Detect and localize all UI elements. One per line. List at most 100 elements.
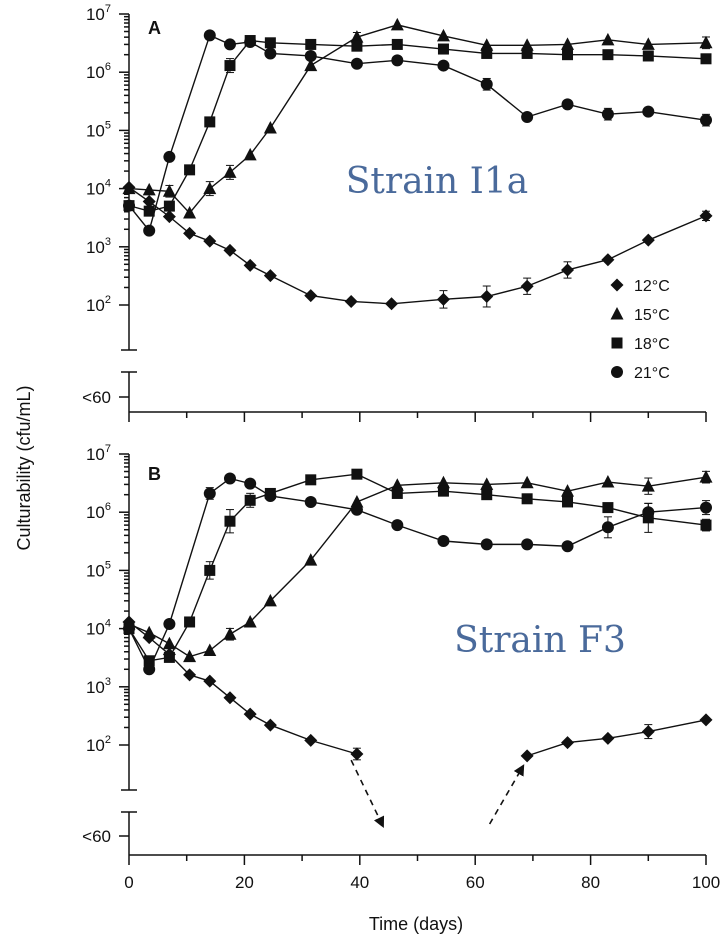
data-point-diamond bbox=[162, 210, 176, 224]
data-point-square bbox=[143, 655, 155, 667]
y-tick-label: 104 bbox=[86, 618, 111, 639]
data-point-diamond bbox=[385, 297, 399, 311]
data-point-circle bbox=[304, 495, 317, 508]
data-point-diamond bbox=[350, 747, 364, 761]
data-point-triangle bbox=[436, 28, 450, 42]
data-point-triangle bbox=[561, 484, 575, 497]
data-point-square bbox=[391, 487, 403, 499]
data-point-circle bbox=[437, 535, 450, 548]
data-point-square bbox=[264, 37, 276, 49]
data-point-diamond bbox=[243, 258, 257, 272]
x-tick-label: 80 bbox=[581, 873, 600, 892]
y-tick-label: 107 bbox=[86, 443, 111, 464]
legend-entry: 15°C bbox=[634, 307, 670, 324]
data-point-triangle bbox=[183, 649, 197, 663]
data-point-triangle bbox=[641, 479, 655, 492]
panel-b: 107 106 105 104 103 102 <60 0 20 40 60 80 100 B Strain… bbox=[82, 443, 720, 892]
data-point-diamond bbox=[304, 289, 318, 303]
data-point-circle bbox=[480, 78, 493, 91]
data-point-circle bbox=[223, 38, 236, 51]
legend-marker-diamond bbox=[610, 278, 624, 292]
x-tick-label: 40 bbox=[350, 873, 369, 892]
data-point-triangle bbox=[520, 475, 534, 489]
data-point-circle bbox=[437, 59, 450, 72]
y-tick-label: 103 bbox=[86, 676, 111, 697]
y-tick-label: 102 bbox=[86, 734, 111, 755]
data-point-diamond bbox=[699, 713, 713, 727]
panel-a: 107 106 105 104 103 102 <60 A Strain I1a bbox=[82, 3, 713, 422]
y-tick-label: 105 bbox=[86, 559, 111, 580]
data-point-circle bbox=[223, 472, 236, 485]
data-point-square bbox=[305, 38, 317, 50]
data-point-triangle bbox=[203, 643, 217, 657]
data-point-triangle bbox=[390, 478, 404, 491]
data-point-square bbox=[437, 43, 449, 55]
data-point-square bbox=[224, 515, 236, 527]
data-point-triangle bbox=[601, 32, 615, 46]
data-point-circle bbox=[700, 114, 712, 127]
data-point-diamond bbox=[480, 289, 494, 303]
x-tick-label: 0 bbox=[124, 873, 133, 892]
data-point-triangle bbox=[263, 120, 277, 134]
data-point-triangle bbox=[304, 553, 318, 566]
series-line bbox=[128, 24, 707, 215]
data-point-triangle bbox=[203, 181, 217, 195]
legend: 12°C 15°C 18°C 21°C bbox=[610, 278, 670, 382]
series-diamond bbox=[122, 615, 713, 763]
data-point-circle bbox=[480, 538, 493, 551]
data-point-triangle bbox=[480, 38, 494, 51]
data-point-diamond bbox=[520, 749, 534, 763]
data-point-triangle bbox=[350, 30, 364, 43]
series-circle bbox=[123, 29, 712, 237]
data-point-circle bbox=[264, 47, 277, 60]
data-point-circle bbox=[163, 150, 176, 163]
data-point-circle bbox=[391, 54, 404, 67]
legend-marker-square bbox=[611, 337, 623, 349]
y-tick-label: 102 bbox=[86, 294, 111, 315]
data-point-triangle bbox=[223, 165, 237, 178]
data-point-circle bbox=[203, 29, 216, 42]
data-point-triangle bbox=[162, 636, 176, 650]
data-point-square bbox=[700, 53, 712, 65]
data-point-diamond bbox=[263, 269, 277, 283]
data-point-square bbox=[351, 468, 363, 480]
dashed-arrow-down bbox=[350, 759, 385, 829]
data-point-square bbox=[184, 164, 196, 176]
y-tick-label: 107 bbox=[86, 3, 111, 24]
y-tick-label-below: <60 bbox=[82, 827, 111, 846]
data-point-diamond bbox=[601, 731, 615, 745]
data-point-square bbox=[642, 50, 654, 62]
data-point-diamond bbox=[436, 292, 450, 306]
data-point-square bbox=[143, 205, 155, 217]
data-point-diamond bbox=[142, 195, 156, 209]
y-tick-label: 104 bbox=[86, 178, 111, 199]
data-point-square bbox=[481, 489, 493, 501]
data-point-triangle bbox=[142, 625, 156, 639]
data-point-triangle bbox=[480, 477, 494, 490]
data-point-square bbox=[521, 493, 533, 505]
data-point-circle bbox=[123, 199, 135, 212]
data-point-square bbox=[562, 49, 574, 61]
data-point-circle bbox=[642, 506, 655, 519]
y-tick-label: 106 bbox=[86, 501, 111, 522]
data-point-square bbox=[481, 47, 493, 59]
legend-entry: 12°C bbox=[634, 278, 670, 295]
data-point-triangle bbox=[436, 475, 450, 489]
data-point-square bbox=[163, 651, 175, 663]
legend-entry: 21°C bbox=[634, 365, 670, 382]
legend-entry: 18°C bbox=[634, 336, 670, 353]
data-point-circle bbox=[350, 57, 363, 70]
data-point-diamond bbox=[561, 736, 575, 750]
panel-label: A bbox=[148, 18, 161, 38]
data-point-square bbox=[521, 47, 533, 59]
data-point-diamond bbox=[699, 209, 713, 223]
series-line bbox=[526, 719, 707, 757]
data-point-triangle bbox=[243, 147, 257, 161]
data-point-triangle bbox=[641, 37, 655, 50]
data-point-square bbox=[204, 116, 216, 128]
x-tick-label: 100 bbox=[692, 873, 720, 892]
data-point-triangle bbox=[122, 181, 136, 195]
data-point-circle bbox=[143, 224, 156, 237]
